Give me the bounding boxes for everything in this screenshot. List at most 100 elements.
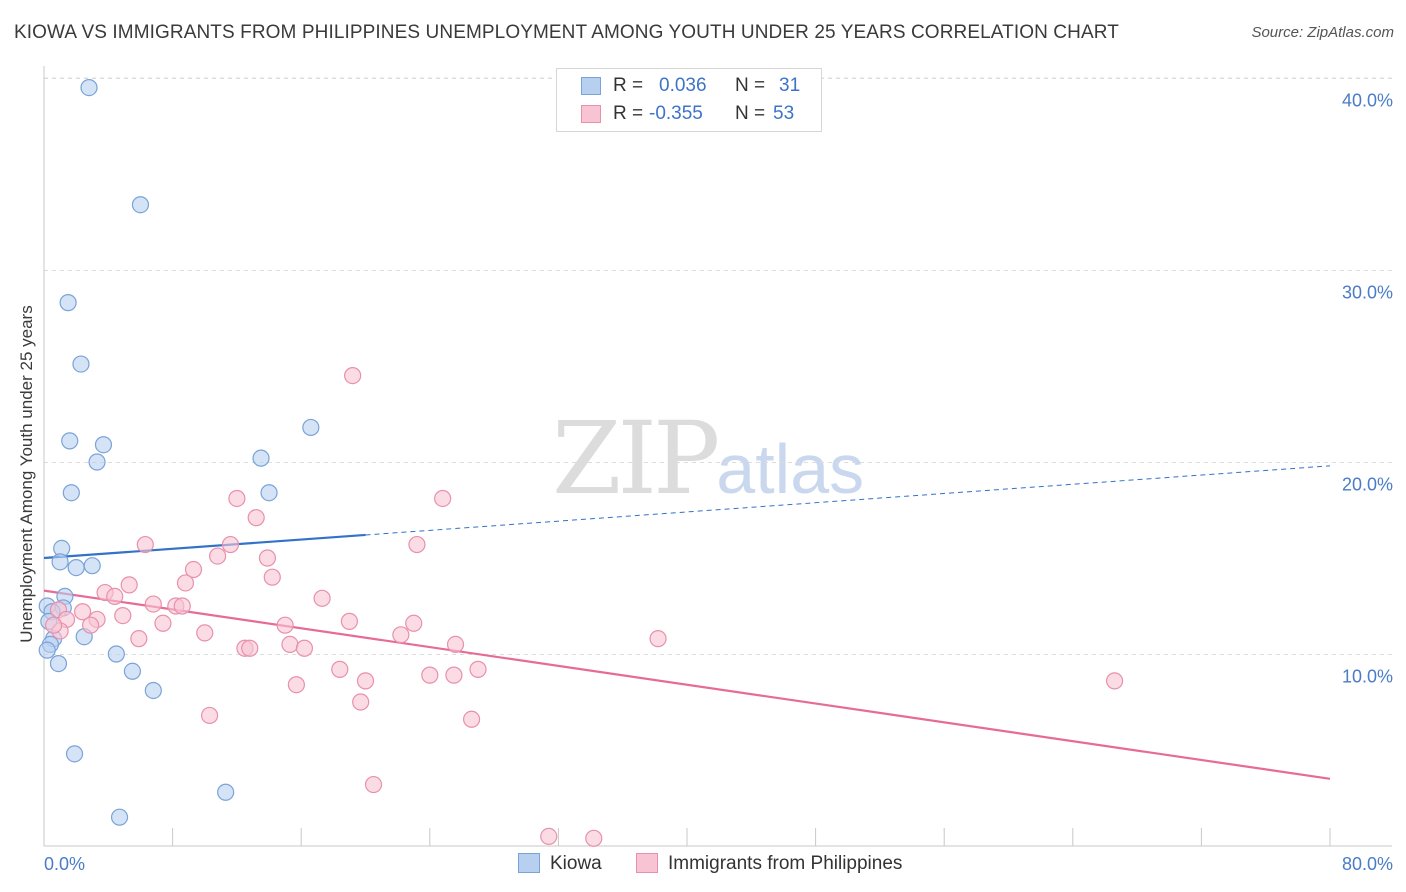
kiowa-point [94, 436, 113, 454]
philippines-point [281, 635, 299, 654]
philippines-trend-line [43, 589, 1331, 780]
kiowa-point [144, 681, 162, 700]
philippines-point [469, 660, 487, 678]
philippines-point [540, 827, 558, 846]
source-credit: Source: ZipAtlas.com [1251, 24, 1394, 41]
legend-r-value: -0.355 [649, 103, 703, 124]
axes [43, 66, 1392, 847]
philippines-point [340, 612, 359, 630]
philippines-point [136, 535, 154, 554]
legend-n-value: 31 [779, 75, 801, 96]
trend-lines [43, 465, 1331, 780]
x-tick-label: 0.0% [44, 854, 85, 874]
chart-title: KIOWA VS IMMIGRANTS FROM PHILIPPINES UNE… [14, 22, 1119, 43]
kiowa-trend-extension [365, 465, 1331, 536]
axis-labels: 10.0% 20.0% 30.0% 40.0% 0.0% 80.0% Unemploymen… [17, 91, 1393, 875]
philippines-point [356, 672, 375, 690]
philippines-point [120, 576, 138, 594]
kiowa-point [51, 553, 69, 571]
kiowa-point [80, 78, 98, 97]
philippines-point [352, 693, 370, 711]
philippines-point [344, 367, 362, 385]
philippines-point [200, 706, 219, 725]
philippines-point [295, 639, 314, 657]
kiowa-point [107, 645, 125, 663]
philippines-swatch [636, 853, 658, 873]
philippines-point [196, 624, 214, 642]
y-tick-label: 30.0% [1342, 283, 1393, 303]
kiowa-point [110, 808, 129, 826]
philippines-point [106, 587, 124, 606]
kiowa-point [252, 449, 270, 467]
kiowa-point [131, 196, 150, 214]
philippines-point [228, 489, 246, 508]
legend-n-value: 53 [773, 103, 795, 124]
legend-n-label: N = [735, 75, 766, 96]
watermark-zip: ZIP [552, 400, 720, 517]
legend-label-philippines: Immigrants from Philippines [668, 853, 903, 874]
philippines-point [144, 595, 162, 613]
x-tick-label: 80.0% [1342, 854, 1393, 874]
philippines-point [392, 626, 410, 644]
kiowa-point [83, 557, 101, 575]
kiowa-swatch [581, 77, 601, 95]
grid-lines [44, 77, 1392, 655]
kiowa-point [62, 484, 80, 502]
y-tick-label: 10.0% [1342, 667, 1393, 687]
philippines-point [1105, 672, 1124, 690]
philippines-swatch [581, 105, 601, 123]
philippines-point [331, 660, 349, 678]
philippines-point [241, 639, 259, 657]
philippines-point [45, 616, 63, 634]
data-points [38, 78, 1124, 847]
kiowa-point [123, 662, 142, 680]
y-axis-title: Unemployment Among Youth under 25 years [17, 305, 36, 642]
legend-n-label: N = [735, 103, 766, 124]
philippines-point [209, 547, 227, 565]
philippines-point [585, 829, 603, 847]
y-tick-label: 40.0% [1342, 91, 1393, 111]
philippines-point [258, 549, 277, 567]
kiowa-point [65, 745, 84, 763]
philippines-point [176, 574, 195, 592]
kiowa-point [61, 432, 79, 450]
philippines-point [130, 630, 148, 648]
legend-r-value: 0.036 [659, 75, 707, 96]
kiowa-swatch [518, 853, 540, 873]
kiowa-trend-line [43, 533, 366, 560]
kiowa-point [302, 418, 320, 437]
correlation-legend: R = 0.036 N = 31 R = -0.355 N = 53 [556, 68, 822, 132]
philippines-point [221, 535, 240, 554]
philippines-point [408, 535, 426, 554]
kiowa-point [217, 783, 235, 801]
philippines-point [313, 589, 331, 607]
kiowa-point [67, 558, 85, 577]
kiowa-point [72, 355, 90, 373]
philippines-point [445, 666, 463, 684]
philippines-point [114, 606, 132, 625]
watermark-atlas: atlas [716, 430, 865, 508]
watermark: ZIPatlas [552, 400, 864, 517]
kiowa-point [49, 654, 68, 673]
philippines-point [287, 676, 305, 694]
philippines-point [173, 597, 191, 615]
kiowa-point [88, 453, 106, 471]
philippines-point [405, 614, 423, 632]
philippines-point [263, 568, 281, 586]
philippines-point [446, 635, 465, 654]
philippines-point [649, 630, 667, 648]
y-tick-label: 20.0% [1342, 475, 1393, 495]
philippines-point [434, 489, 452, 508]
philippines-point [73, 603, 92, 621]
philippines-point [462, 710, 481, 728]
legend-r-label: R = [613, 103, 644, 124]
legend-label-kiowa: Kiowa [550, 853, 602, 874]
philippines-point [276, 616, 294, 634]
philippines-point [82, 616, 100, 634]
kiowa-point [38, 641, 56, 659]
legend-r-label: R = [613, 75, 644, 96]
philippines-point [154, 614, 172, 632]
kiowa-point [59, 294, 77, 312]
philippines-point [184, 560, 203, 579]
